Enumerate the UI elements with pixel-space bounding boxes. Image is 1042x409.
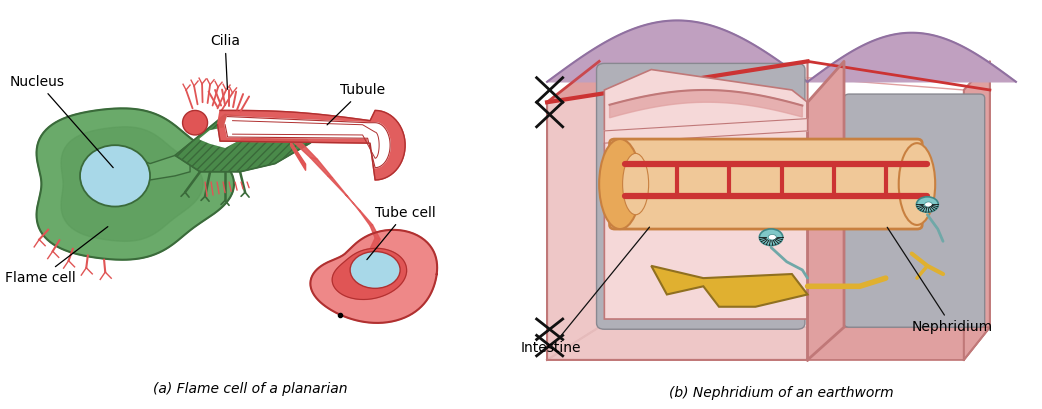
Text: (a) Flame cell of a planarian: (a) Flame cell of a planarian [153, 382, 347, 396]
Polygon shape [361, 211, 373, 226]
Polygon shape [808, 33, 1016, 82]
Text: Cilia: Cilia [210, 34, 240, 89]
Polygon shape [36, 108, 234, 260]
Polygon shape [808, 61, 844, 360]
Polygon shape [327, 176, 348, 196]
Polygon shape [225, 117, 390, 168]
Polygon shape [604, 70, 808, 319]
Text: Tube cell: Tube cell [367, 206, 436, 260]
FancyBboxPatch shape [844, 94, 985, 327]
Polygon shape [547, 61, 808, 360]
Ellipse shape [350, 252, 400, 288]
Ellipse shape [599, 139, 641, 229]
Ellipse shape [182, 110, 207, 135]
Polygon shape [200, 127, 240, 147]
Text: Tubule: Tubule [327, 83, 386, 125]
Polygon shape [61, 127, 203, 241]
Text: Nephridium: Nephridium [887, 227, 993, 334]
Polygon shape [345, 194, 361, 212]
Polygon shape [547, 20, 808, 82]
Ellipse shape [917, 197, 938, 212]
Polygon shape [218, 110, 405, 180]
Ellipse shape [760, 229, 783, 245]
Polygon shape [311, 230, 438, 323]
FancyBboxPatch shape [610, 139, 922, 229]
Polygon shape [311, 157, 332, 178]
Polygon shape [547, 61, 599, 360]
Text: (b) Nephridium of an earthworm: (b) Nephridium of an earthworm [669, 386, 894, 400]
Text: Flame cell: Flame cell [5, 227, 107, 285]
Polygon shape [610, 90, 802, 118]
Ellipse shape [80, 145, 150, 207]
Polygon shape [175, 115, 311, 172]
Polygon shape [651, 266, 808, 307]
Ellipse shape [623, 153, 648, 215]
Polygon shape [370, 238, 380, 252]
Ellipse shape [768, 234, 776, 240]
Polygon shape [599, 61, 964, 90]
Polygon shape [332, 248, 406, 299]
Text: Nucleus: Nucleus [10, 75, 114, 168]
Polygon shape [370, 225, 380, 239]
Ellipse shape [924, 202, 933, 207]
Text: Intestine: Intestine [521, 227, 649, 355]
Polygon shape [293, 141, 318, 160]
Polygon shape [140, 151, 190, 180]
Polygon shape [604, 119, 808, 143]
Polygon shape [964, 61, 990, 360]
Polygon shape [547, 327, 990, 360]
Ellipse shape [898, 143, 936, 225]
FancyBboxPatch shape [596, 63, 804, 329]
